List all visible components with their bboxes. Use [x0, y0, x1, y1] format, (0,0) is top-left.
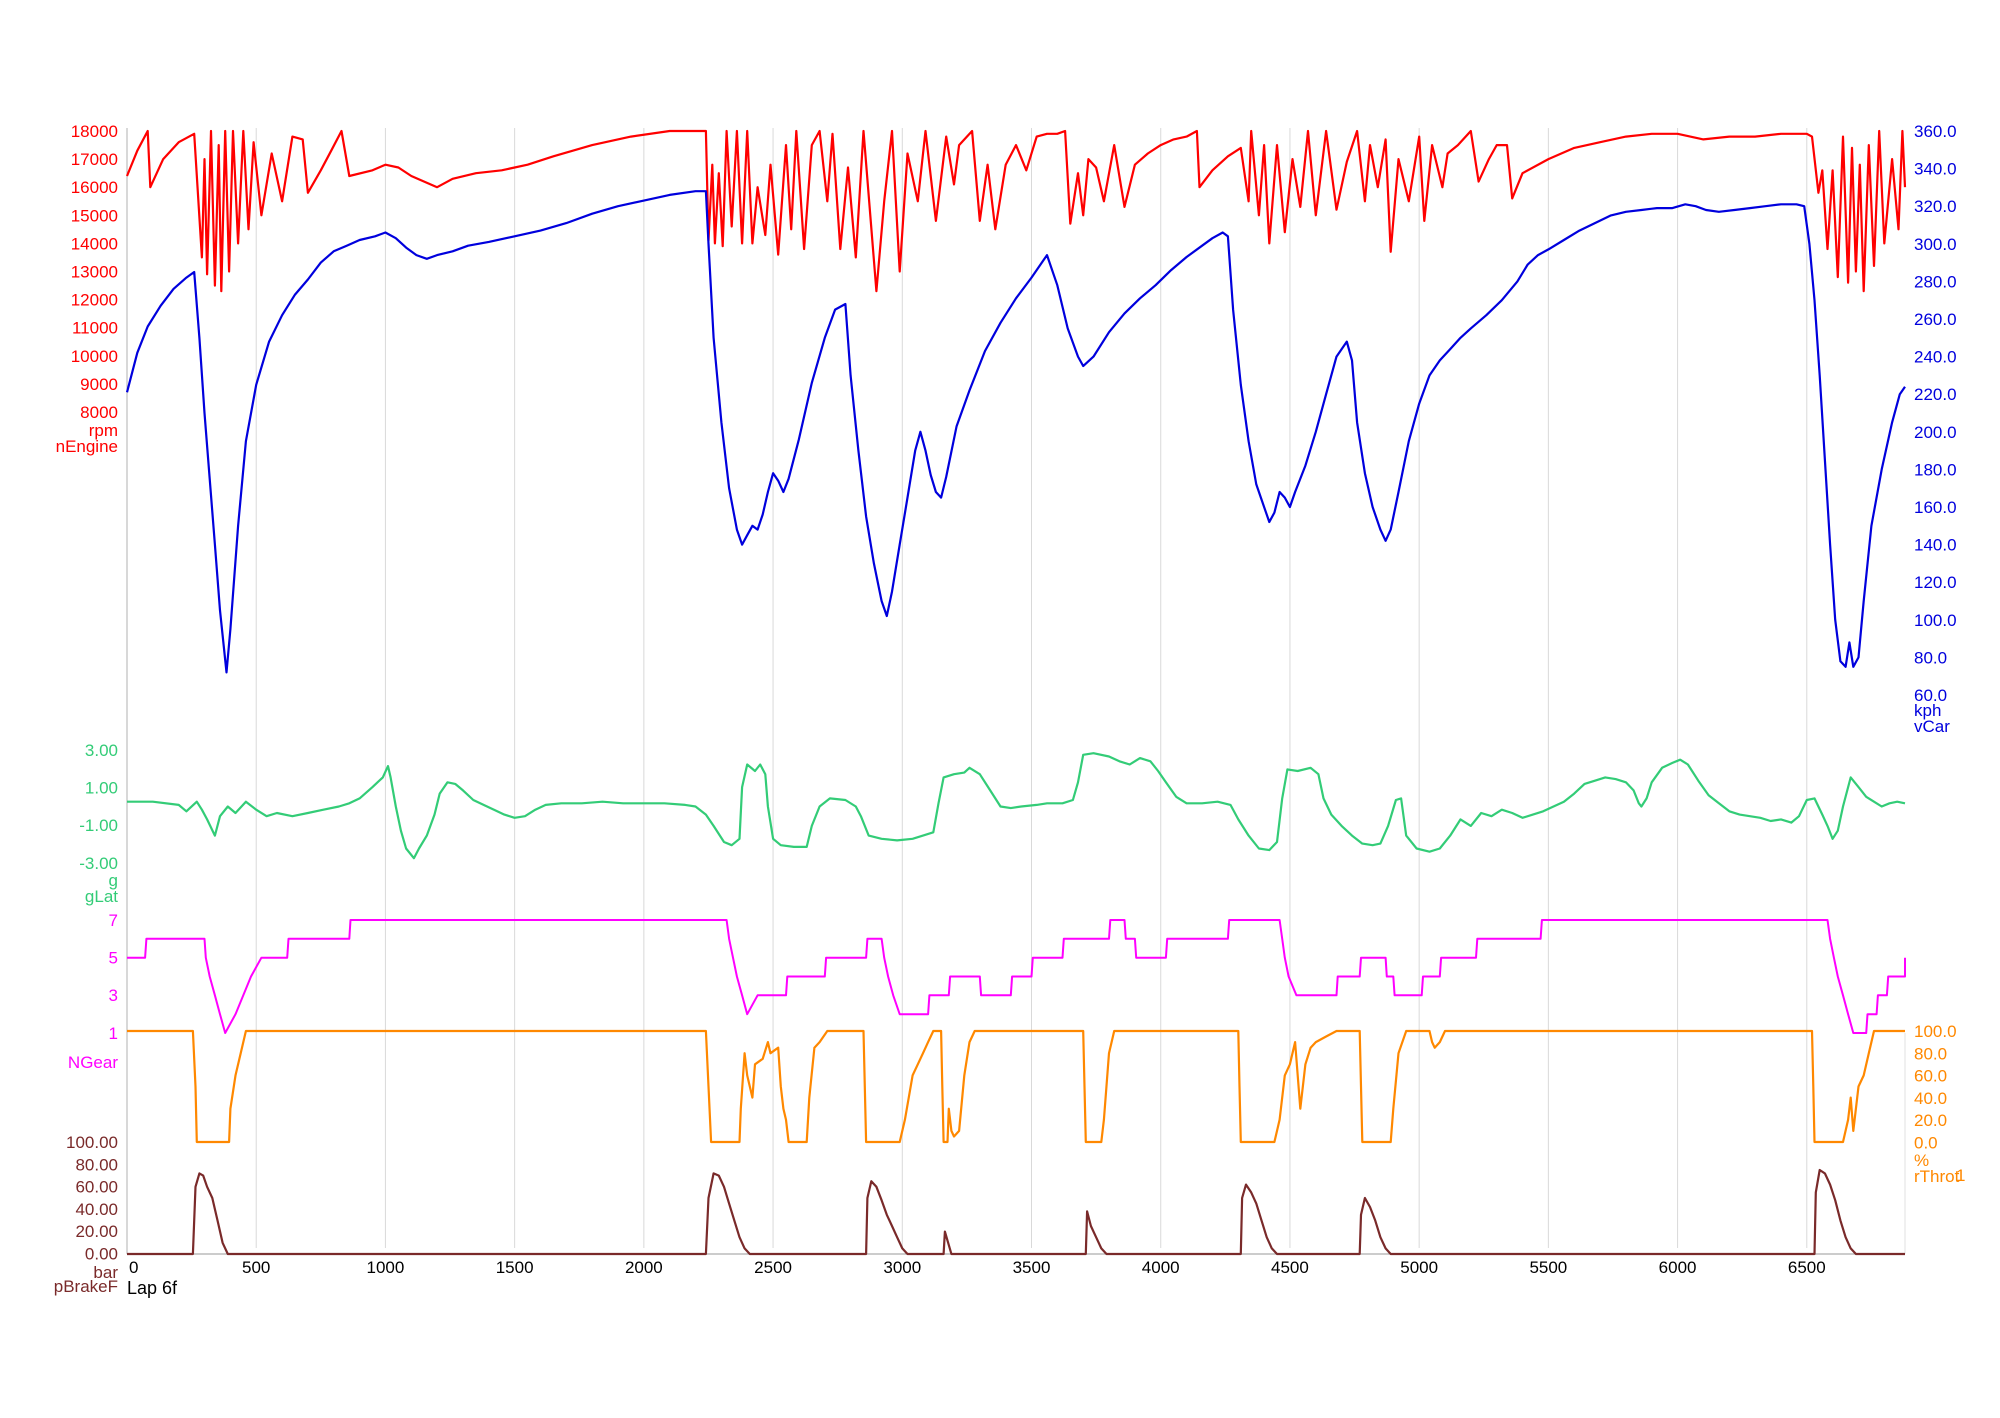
nengine-tick-label: 12000 — [71, 291, 118, 310]
vcar-series-line — [125, 190, 1906, 674]
nengine-tick-label: 11000 — [72, 319, 118, 338]
rthrot-axis-name: rThrot — [1914, 1167, 1960, 1186]
rthrot-tick-label: 20.0 — [1914, 1111, 1947, 1130]
vcar-tick-label: 340.0 — [1914, 160, 1957, 179]
x-tick-label: 1500 — [496, 1258, 534, 1277]
glat-tick-label: 1.00 — [85, 779, 118, 798]
rthrot-unit-label: % — [1914, 1151, 1929, 1170]
vcar-tick-label: 220.0 — [1914, 385, 1957, 404]
vcar-tick-label: 200.0 — [1914, 423, 1957, 442]
pbrakef-series-line — [127, 1168, 1905, 1256]
nengine-tick-label: 8000 — [80, 403, 118, 422]
glat-unit-label: g — [109, 871, 118, 890]
x-tick-label: 4500 — [1271, 1258, 1309, 1277]
nengine-tick-label: 18000 — [71, 122, 118, 141]
ngear-tick-label: 5 — [109, 949, 118, 968]
glat-series-line — [127, 752, 1906, 860]
nengine-tick-label: 10000 — [71, 347, 118, 366]
x-tick-label: 2000 — [625, 1258, 663, 1277]
nengine-unit-label: rpm — [89, 421, 118, 440]
rthrot-tick-label: 100.0 — [1914, 1022, 1957, 1041]
pbrakef-tick-label: 20.00 — [75, 1222, 118, 1241]
x-tick-label: 1000 — [367, 1258, 405, 1277]
vcar-tick-label: 80.0 — [1914, 648, 1947, 667]
ngear-tick-label: 7 — [109, 911, 118, 930]
glat-tick-label: -1.00 — [79, 816, 118, 835]
pbrakef-tick-label: 80.00 — [75, 1155, 118, 1174]
x-tick-label: 6000 — [1659, 1258, 1697, 1277]
x-tick-label: 6500 — [1788, 1258, 1826, 1277]
rthrot-tick-label: 80.0 — [1914, 1044, 1947, 1063]
nengine-tick-label: 14000 — [71, 234, 118, 253]
nengine-tick-label: 15000 — [71, 206, 118, 225]
x-tick-label: 2500 — [754, 1258, 792, 1277]
rthrot-series-line — [127, 1029, 1905, 1144]
vcar-tick-label: 120.0 — [1914, 573, 1957, 592]
x-tick-label: 5500 — [1529, 1258, 1567, 1277]
lap-label: Lap 6f — [127, 1278, 178, 1298]
nengine-tick-label: 13000 — [71, 263, 118, 282]
vcar-tick-label: 180.0 — [1914, 460, 1957, 479]
vcar-tick-label: 160.0 — [1914, 498, 1957, 517]
nengine-tick-label: 16000 — [71, 178, 118, 197]
pbrakef-tick-label: 0.00 — [85, 1245, 118, 1264]
glat-tick-label: -3.00 — [79, 854, 118, 873]
pbrakef-tick-label: 100.00 — [66, 1133, 118, 1152]
rthrot-tick-label: 0.0 — [1914, 1134, 1938, 1153]
rthrot-tick-label: 40.0 — [1914, 1089, 1947, 1108]
vcar-tick-label: 140.0 — [1914, 536, 1957, 555]
glat-tick-label: 3.00 — [85, 741, 118, 760]
ngear-axis-name: NGear — [68, 1053, 118, 1072]
nengine-tick-label: 9000 — [80, 375, 118, 394]
vcar-tick-label: 320.0 — [1914, 197, 1957, 216]
vcar-tick-label: 260.0 — [1914, 310, 1957, 329]
vcar-tick-label: 300.0 — [1914, 235, 1957, 254]
vcar-tick-label: 240.0 — [1914, 348, 1957, 367]
rthrot-tick-label: 60.0 — [1914, 1067, 1947, 1086]
vcar-tick-label: 360.0 — [1914, 122, 1957, 141]
x-tick-label: 5000 — [1400, 1258, 1438, 1277]
x-tick-label: 500 — [242, 1258, 270, 1277]
x-tick-label: 4000 — [1142, 1258, 1180, 1277]
ngear-tick-label: 1 — [109, 1024, 118, 1043]
pbrakef-axis-name: pBrakeF — [54, 1277, 118, 1296]
vcar-tick-label: 100.0 — [1914, 611, 1957, 630]
vcar-tick-label: 280.0 — [1914, 272, 1957, 291]
rthrot-extra-label: 1 — [1956, 1166, 1965, 1185]
ngear-tick-label: 3 — [109, 986, 118, 1005]
vcar-axis-name: vCar — [1914, 717, 1950, 736]
nengine-axis-name: nEngine — [56, 437, 118, 456]
ngear-series-line — [127, 919, 1906, 1034]
pbrakef-tick-label: 40.00 — [75, 1200, 118, 1219]
vcar-tick-label: 60.0 — [1914, 686, 1947, 705]
nengine-series-line — [125, 129, 1907, 293]
x-tick-label: 3000 — [883, 1258, 921, 1277]
vcar-unit-label: kph — [1914, 701, 1941, 720]
nengine-tick-label: 17000 — [71, 150, 118, 169]
x-tick-label: 3500 — [1013, 1258, 1051, 1277]
x-tick-label: 0 — [129, 1258, 138, 1277]
glat-axis-name: gLat — [85, 887, 118, 906]
pbrakef-tick-label: 60.00 — [75, 1178, 118, 1197]
pbrakef-unit-label: bar — [93, 1263, 118, 1282]
